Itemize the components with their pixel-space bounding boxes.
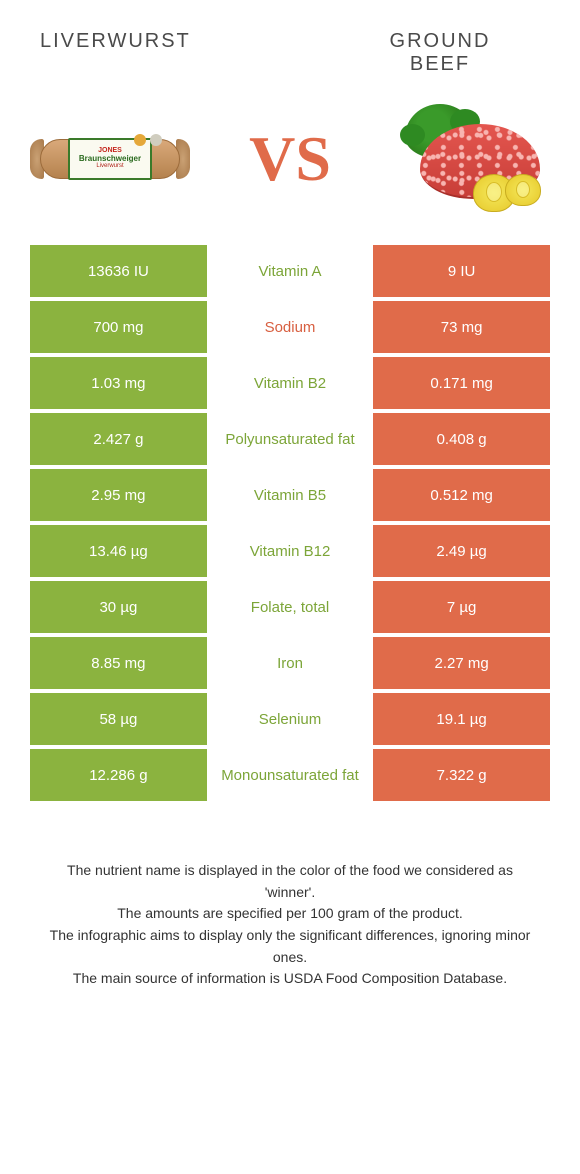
sausage-graphic: JONES Braunschweiger Liverwurst <box>30 131 190 187</box>
nutrient-name: Monounsaturated fat <box>207 749 373 801</box>
liverwurst-value: 2.95 mg <box>30 469 207 521</box>
ground-beef-value: 9 IU <box>373 245 550 297</box>
table-row: 58 µgSelenium19.1 µg <box>30 693 550 745</box>
liverwurst-value: 8.85 mg <box>30 637 207 689</box>
ground-beef-value: 0.171 mg <box>373 357 550 409</box>
table-row: 8.85 mgIron2.27 mg <box>30 637 550 689</box>
ground-beef-value: 0.408 g <box>373 413 550 465</box>
header-row: LIVERWURST GROUND BEEF <box>0 0 580 86</box>
ground-beef-value: 2.49 µg <box>373 525 550 577</box>
ground-beef-value: 19.1 µg <box>373 693 550 745</box>
footer-line-3: The infographic aims to display only the… <box>40 925 540 968</box>
nutrient-table: 13636 IUVitamin A9 IU700 mgSodium73 mg1.… <box>30 241 550 805</box>
ground-beef-value: 0.512 mg <box>373 469 550 521</box>
liverwurst-value: 13.46 µg <box>30 525 207 577</box>
nutrient-name: Vitamin B12 <box>207 525 373 577</box>
nutrient-name: Iron <box>207 637 373 689</box>
ground-beef-value: 7 µg <box>373 581 550 633</box>
table-row: 13.46 µgVitamin B122.49 µg <box>30 525 550 577</box>
food-title-left: LIVERWURST <box>30 30 250 76</box>
liverwurst-value: 13636 IU <box>30 245 207 297</box>
nutrient-name: Sodium <box>207 301 373 353</box>
table-row: 12.286 gMonounsaturated fat7.322 g <box>30 749 550 801</box>
sausage-name: Braunschweiger <box>79 155 141 164</box>
food-title-right: GROUND BEEF <box>330 30 550 76</box>
nutrient-name: Selenium <box>207 693 373 745</box>
table-row: 30 µgFolate, total7 µg <box>30 581 550 633</box>
liverwurst-value: 58 µg <box>30 693 207 745</box>
liverwurst-value: 1.03 mg <box>30 357 207 409</box>
table-row: 1.03 mgVitamin B20.171 mg <box>30 357 550 409</box>
footer-line-4: The main source of information is USDA F… <box>40 968 540 990</box>
table-row: 2.95 mgVitamin B50.512 mg <box>30 469 550 521</box>
footer-line-2: The amounts are specified per 100 gram o… <box>40 903 540 925</box>
footer-line-1: The nutrient name is displayed in the co… <box>40 860 540 903</box>
table-row: 2.427 gPolyunsaturated fat0.408 g <box>30 413 550 465</box>
ground-beef-value: 73 mg <box>373 301 550 353</box>
nutrient-name: Vitamin B5 <box>207 469 373 521</box>
liverwurst-value: 700 mg <box>30 301 207 353</box>
liverwurst-image: JONES Braunschweiger Liverwurst <box>25 106 195 211</box>
table-row: 700 mgSodium73 mg <box>30 301 550 353</box>
sausage-sub: Liverwurst <box>96 163 123 170</box>
liverwurst-value: 12.286 g <box>30 749 207 801</box>
ground-beef-image <box>385 106 555 211</box>
ground-beef-value: 7.322 g <box>373 749 550 801</box>
beef-graphic <box>385 104 555 214</box>
vs-label: VS <box>249 122 331 196</box>
ground-beef-value: 2.27 mg <box>373 637 550 689</box>
footer-notes: The nutrient name is displayed in the co… <box>40 860 540 990</box>
nutrient-name: Vitamin A <box>207 245 373 297</box>
liverwurst-value: 2.427 g <box>30 413 207 465</box>
nutrient-name: Polyunsaturated fat <box>207 413 373 465</box>
liverwurst-value: 30 µg <box>30 581 207 633</box>
nutrient-name: Vitamin B2 <box>207 357 373 409</box>
nutrient-name: Folate, total <box>207 581 373 633</box>
visual-row: JONES Braunschweiger Liverwurst VS <box>0 86 580 241</box>
table-row: 13636 IUVitamin A9 IU <box>30 245 550 297</box>
